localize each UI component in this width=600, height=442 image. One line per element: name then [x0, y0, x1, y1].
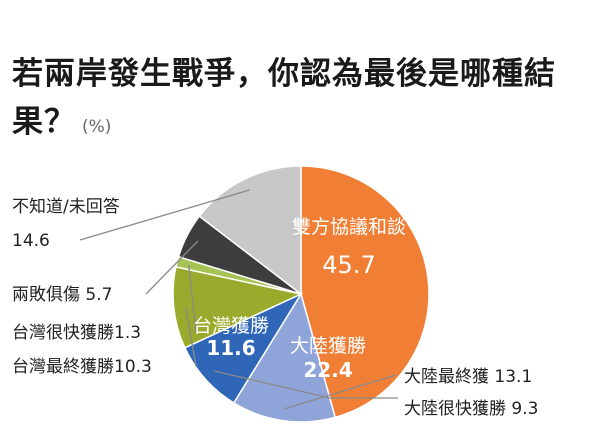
pie-slice-1 — [232, 292, 337, 423]
slice-label-name-0: 雙方協議和談 — [292, 216, 406, 238]
chart-title-text: 若兩岸發生戰爭，你認為最後是哪種結果？ — [12, 56, 556, 140]
chart-unit: (%) — [82, 117, 112, 137]
slice-label-value-0: 45.7 — [322, 251, 375, 279]
pie-slice-0 — [300, 165, 430, 419]
leader-line-6 — [79, 189, 250, 241]
leader-line-3 — [185, 306, 197, 367]
leader-line-5 — [145, 240, 199, 295]
slice-label-3: 台灣最終獲勝10.3 — [12, 357, 152, 377]
group-label-value-0: 22.4 — [303, 358, 352, 382]
group-label-value-1: 11.6 — [206, 336, 255, 360]
slice-label-value-6: 14.6 — [12, 231, 50, 251]
pie-slice-6 — [198, 165, 302, 296]
leader-line-1 — [284, 374, 397, 410]
leader-line-2 — [214, 370, 398, 399]
leader-line-4 — [188, 264, 197, 333]
chart-title: 若兩岸發生戰爭，你認為最後是哪種結果？ (%) — [12, 50, 592, 151]
slice-label-4: 台灣很快獲勝1.3 — [12, 323, 141, 343]
group-label-name-1: 台灣獲勝 — [193, 315, 269, 337]
pie-slices — [172, 165, 430, 423]
slice-label-2: 大陸很快獲勝 9.3 — [404, 399, 538, 419]
slice-label-5: 兩敗俱傷 5.7 — [12, 285, 112, 305]
leader-lines — [79, 189, 398, 410]
slice-label-name-6: 不知道/未回答 — [12, 197, 120, 217]
slice-label-1: 大陸最終獲 13.1 — [404, 367, 532, 387]
slice-labels: 雙方協議和談 45.7 大陸最終獲 13.1 大陸很快獲勝 9.3 台灣最終獲勝10.3… — [12, 197, 538, 419]
group-label-name-0: 大陸獲勝 — [290, 335, 366, 357]
